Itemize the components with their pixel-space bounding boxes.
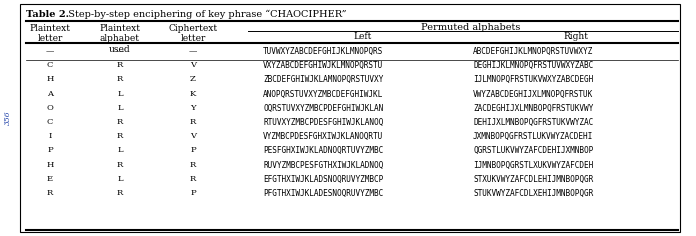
Text: ZBCDEFGHIWJKLAMNOPQRSTUVXY: ZBCDEFGHIWJKLAMNOPQRSTUVXY [263,75,383,84]
Text: Plaintext
letter: Plaintext letter [29,24,70,43]
Text: R: R [190,175,196,183]
Text: Plaintext
alphabet
used: Plaintext alphabet used [100,24,141,54]
Text: L: L [117,175,122,183]
Text: RUVYZMBCPESFGTHXIWJKLADNOQ: RUVYZMBCPESFGTHXIWJKLADNOQ [263,161,383,170]
Text: Permuted alphabets: Permuted alphabets [421,23,520,32]
Text: JXMNBOPQGFRSTLUKVWYZACDEHI: JXMNBOPQGFRSTLUKVWYZACDEHI [473,132,593,141]
Text: STUKVWYZAFCDLXEHIJMNBOPQGR: STUKVWYZAFCDLXEHIJMNBOPQGR [473,189,593,198]
Text: L: L [117,90,122,98]
Text: V: V [190,61,196,69]
Text: C: C [47,61,53,69]
Text: ANOPQRSTUVXYZMBCDEFGHIWJKL: ANOPQRSTUVXYZMBCDEFGHIWJKL [263,90,383,99]
Text: STXUKVWYZAFCDLEHIJMNBOPQGR: STXUKVWYZAFCDLEHIJMNBOPQGR [473,175,593,184]
Text: DEHIJXLMNBOPQGFRSTUKVWYZAC: DEHIJXLMNBOPQGFRSTUKVWYZAC [473,118,593,127]
Text: R: R [117,189,123,197]
Text: Z: Z [190,75,196,83]
Text: PFGTHXIWJKLADESNOQRUVYZMBC: PFGTHXIWJKLADESNOQRUVYZMBC [263,189,383,198]
Text: —: — [116,47,124,55]
Text: Right: Right [563,32,588,41]
Text: V: V [190,132,196,140]
Text: Left: Left [354,32,372,41]
Text: ABCDEFGHIJKLMNOPQRSTUVWXYZ: ABCDEFGHIJKLMNOPQRSTUVWXYZ [473,47,593,56]
Text: L: L [117,104,122,112]
Text: A: A [47,90,53,98]
Text: —: — [189,47,197,55]
Text: R: R [117,75,123,83]
Text: K: K [190,90,196,98]
Text: R: R [117,61,123,69]
Text: Ciphertext
letter: Ciphertext letter [168,24,218,43]
Text: —: — [46,47,54,55]
Text: DEGHIJKLMNOPQFRSTUVWXYZABC: DEGHIJKLMNOPQFRSTUVWXYZABC [473,61,593,70]
Text: R: R [117,161,123,169]
Text: Step-by-step enciphering of key phrase “CHAOCIPHER”: Step-by-step enciphering of key phrase “… [62,10,347,19]
Text: OQRSTUVXYZMBCPDEFGHIWJKLAN: OQRSTUVXYZMBCPDEFGHIWJKLAN [263,104,383,113]
Text: E: E [47,175,53,183]
Text: R: R [117,118,123,126]
Text: RTUVXYZMBCPDESFGHIWJKLANOQ: RTUVXYZMBCPDESFGHIWJKLANOQ [263,118,383,127]
Text: O: O [47,104,54,112]
Text: IJLMNOPQFRSTUKVWXYZABCDEGH: IJLMNOPQFRSTUKVWXYZABCDEGH [473,75,593,84]
Text: P: P [190,189,196,197]
Text: PESFGHXIWJKLADNOQRTUVYZMBC: PESFGHXIWJKLADNOQRTUVYZMBC [263,146,383,155]
Text: I: I [48,132,52,140]
Text: ZACDEGHIJXLMNBOPQFRSTUKVWY: ZACDEGHIJXLMNBOPQFRSTUKVWY [473,104,593,113]
Text: P: P [47,146,53,154]
Text: QGRSTLUKVWYZAFCDEHIJXMNBOP: QGRSTLUKVWYZAFCDEHIJXMNBOP [473,146,593,155]
Text: EFGTHXIWJKLADSNOQRUVYZMBCP: EFGTHXIWJKLADSNOQRUVYZMBCP [263,175,383,184]
Text: IJMNBOPQGRSTLXUKVWYZAFCDEH: IJMNBOPQGRSTLXUKVWYZAFCDEH [473,161,593,170]
Text: Y: Y [190,104,196,112]
Text: R: R [47,189,53,197]
Text: R: R [190,161,196,169]
Text: TUVWXYZABCDEFGHIJKLMNOPQRS: TUVWXYZABCDEFGHIJKLMNOPQRS [263,47,383,56]
Text: H: H [47,161,54,169]
Text: R: R [117,132,123,140]
Text: VWYZABCDEGHIJXLMNOPQFRSTUK: VWYZABCDEGHIJXLMNOPQFRSTUK [473,90,593,99]
Text: P: P [190,146,196,154]
Text: VYZMBCPDESFGHXIWJKLANOQRTU: VYZMBCPDESFGHXIWJKLANOQRTU [263,132,383,141]
Text: VXYZABCDEFGHIWJKLMNOPQRSTU: VXYZABCDEFGHIWJKLMNOPQRSTU [263,61,383,70]
Text: H: H [47,75,54,83]
Text: L: L [117,146,122,154]
Text: 356: 356 [4,111,12,125]
Text: C: C [47,118,53,126]
Text: R: R [190,118,196,126]
Text: Table 2.: Table 2. [26,10,69,19]
